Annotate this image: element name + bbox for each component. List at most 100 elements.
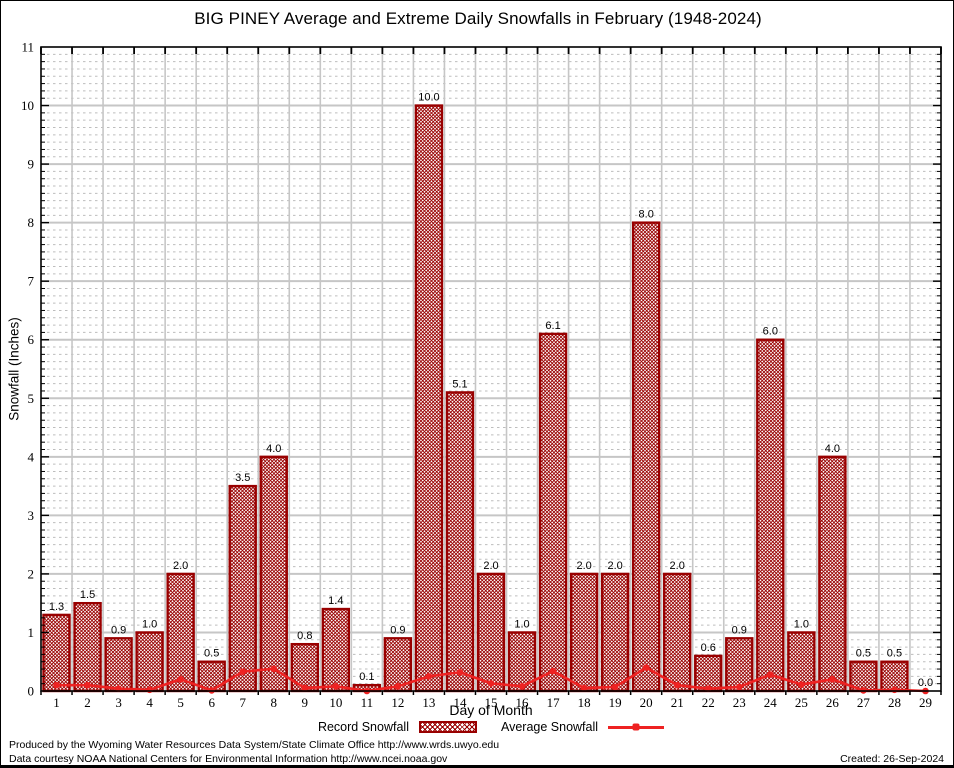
average-marker	[146, 686, 153, 694]
legend: Record Snowfall Average Snowfall	[41, 720, 941, 734]
bar-value-label: 3.5	[235, 472, 250, 484]
average-marker	[798, 681, 805, 688]
bar-value-label: 0.8	[297, 630, 312, 642]
average-marker	[456, 668, 464, 676]
record-bar	[569, 572, 599, 693]
x-axis-title: Day of Month	[449, 702, 533, 718]
plot-area: 1.31.50.9 1.02.00.53.54.00.81.40.10.910.0…	[21, 40, 942, 710]
x-tick-label: 1	[53, 695, 60, 710]
bar-value-label: 1.0	[794, 618, 809, 630]
bar-value-label: 2.0	[576, 560, 591, 572]
record-bar	[756, 338, 785, 693]
record-bar	[259, 455, 288, 693]
average-marker	[767, 671, 774, 678]
record-bar	[631, 221, 661, 693]
bar-value-label: 1.0	[514, 618, 529, 630]
bar-value-label: 1.5	[80, 589, 95, 601]
x-tick-label: 11	[361, 695, 374, 710]
average-marker	[270, 665, 278, 673]
x-tick-label: 26	[826, 695, 840, 710]
x-tick-label: 2	[84, 695, 91, 710]
bar-value-label: 10.0	[418, 92, 439, 104]
x-tick-label: 4	[146, 695, 153, 710]
y-tick-label: 2	[28, 566, 35, 581]
bar-value-label: 0.5	[856, 648, 871, 660]
average-marker	[332, 683, 340, 690]
average-marker	[53, 681, 60, 689]
x-tick-label: 10	[329, 695, 342, 710]
x-tick-label: 6	[208, 695, 215, 710]
bar-value-label: 0.9	[111, 624, 126, 636]
record-bar	[445, 391, 475, 693]
x-tick-label: 27	[857, 695, 871, 710]
legend-average-label: Average Snowfall	[500, 720, 599, 734]
y-tick-label: 8	[28, 215, 35, 230]
x-tick-label: 28	[888, 695, 901, 710]
legend-record-label: Record Snowfall	[317, 720, 409, 734]
x-tick-label: 18	[578, 695, 591, 710]
x-tick-label: 7	[239, 695, 246, 710]
bar-value-label: 0.1	[359, 671, 374, 683]
record-bar	[166, 572, 195, 693]
footer-created-date: Created: 26-Sep-2024	[840, 753, 944, 765]
average-marker	[673, 681, 681, 689]
record-bar	[663, 572, 692, 693]
x-tick-label: 19	[609, 695, 622, 710]
bar-value-label: 4.0	[266, 443, 281, 455]
x-tick-label: 13	[422, 695, 435, 710]
average-marker	[611, 683, 619, 691]
average-marker	[891, 686, 898, 694]
average-marker	[642, 664, 650, 671]
x-tick-label: 20	[640, 695, 653, 710]
average-marker	[239, 668, 247, 675]
record-bar	[538, 332, 568, 693]
bar-value-label: 6.0	[763, 326, 778, 338]
x-tick-label: 25	[795, 695, 808, 710]
average-marker	[518, 683, 526, 690]
x-tick-label: 21	[671, 695, 684, 710]
bar-value-label: 1.4	[328, 595, 343, 607]
average-marker	[580, 684, 588, 692]
x-tick-label: 24	[764, 695, 778, 710]
y-tick-label: 4	[28, 449, 35, 464]
x-tick-label: 15	[485, 695, 498, 710]
record-bar	[290, 642, 319, 693]
average-marker	[829, 675, 836, 683]
legend-average-marker-icon	[632, 723, 640, 731]
bar-value-label: 8.0	[639, 209, 654, 221]
record-bar	[135, 631, 164, 693]
y-tick-label: 3	[28, 508, 35, 523]
legend-item-record: Record Snowfall	[318, 720, 477, 734]
bar-value-label: 2.0	[607, 560, 622, 572]
record-bar	[73, 601, 102, 693]
bar-value-label: 0.5	[204, 648, 219, 660]
bar-value-label: 1.0	[142, 618, 157, 630]
average-marker	[177, 675, 184, 683]
y-tick-label: 0	[28, 684, 35, 699]
bar-value-label: 0.9	[390, 624, 405, 636]
bar-value-label: 5.1	[452, 378, 467, 390]
bar-value-label: 0.5	[887, 648, 902, 660]
x-tick-label: 8	[271, 695, 278, 710]
average-marker	[84, 681, 91, 689]
y-tick-label: 6	[28, 332, 35, 347]
bar-value-label: 0.6	[701, 642, 716, 654]
legend-item-average: Average Snowfall	[500, 720, 665, 734]
record-bar	[414, 104, 444, 693]
x-tick-label: 12	[391, 695, 404, 710]
x-tick-label: 29	[919, 695, 932, 710]
bar-value-label: 6.1	[545, 320, 560, 332]
y-tick-label: 1	[28, 625, 35, 640]
average-marker	[301, 684, 309, 692]
bar-value-label: 4.0	[825, 443, 840, 455]
x-tick-label: 9	[302, 695, 309, 710]
x-tick-label: 23	[733, 695, 746, 710]
legend-average-line-swatch	[608, 723, 665, 731]
record-bar	[600, 572, 630, 693]
chart-title: BIG PINEY Average and Extreme Daily Snow…	[194, 9, 762, 28]
x-tick-label: 3	[115, 695, 122, 710]
footer-data-courtesy: Data courtesy NOAA National Centers for …	[9, 753, 448, 765]
bar-value-label: 2.0	[173, 560, 188, 572]
record-bar	[321, 607, 351, 693]
